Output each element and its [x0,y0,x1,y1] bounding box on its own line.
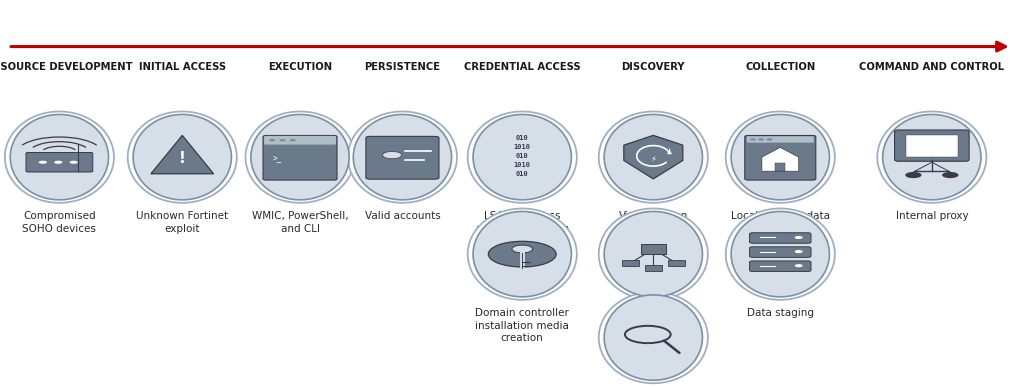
Text: 1010: 1010 [514,162,530,168]
Circle shape [750,138,756,140]
Circle shape [70,161,78,164]
Text: Virtualization
evasion: Virtualization evasion [618,211,688,234]
Circle shape [795,264,803,267]
Circle shape [625,326,671,343]
Text: Internal proxy: Internal proxy [896,211,968,222]
Circle shape [488,241,556,267]
Text: 010: 010 [516,135,528,141]
Text: RESOURCE DEVELOPMENT: RESOURCE DEVELOPMENT [0,62,133,72]
Text: Data staging: Data staging [746,308,814,319]
FancyBboxPatch shape [622,260,639,266]
Ellipse shape [348,111,457,203]
Ellipse shape [604,211,702,297]
Text: COLLECTION: COLLECTION [745,62,815,72]
FancyBboxPatch shape [668,260,685,266]
Ellipse shape [128,111,237,203]
Circle shape [905,172,922,178]
Ellipse shape [599,111,708,203]
FancyBboxPatch shape [263,135,337,180]
Circle shape [290,139,296,141]
Ellipse shape [133,114,231,200]
Ellipse shape [731,114,829,200]
Circle shape [766,138,772,140]
Text: Unknown Fortinet
exploit: Unknown Fortinet exploit [136,211,228,234]
FancyBboxPatch shape [264,136,336,145]
Ellipse shape [726,208,835,300]
Polygon shape [762,147,799,171]
FancyBboxPatch shape [750,247,811,257]
Text: 010: 010 [516,171,528,177]
Text: 1010: 1010 [514,144,530,150]
Ellipse shape [246,111,354,203]
FancyBboxPatch shape [895,130,969,161]
Text: DISCOVERY: DISCOVERY [622,62,685,72]
Circle shape [795,236,803,239]
Ellipse shape [731,211,829,297]
Text: ⚡: ⚡ [650,154,656,163]
Text: EXECUTION: EXECUTION [268,62,332,72]
Circle shape [758,138,764,140]
Circle shape [54,161,62,164]
Circle shape [269,139,275,141]
Text: INITIAL ACCESS: INITIAL ACCESS [138,62,226,72]
FancyBboxPatch shape [750,233,811,243]
Ellipse shape [251,114,349,200]
Ellipse shape [599,292,708,383]
Circle shape [942,172,958,178]
Text: WMIC, PowerShell,
and CLI: WMIC, PowerShell, and CLI [252,211,348,234]
Ellipse shape [5,111,114,203]
FancyBboxPatch shape [744,135,816,180]
Circle shape [280,139,286,141]
FancyBboxPatch shape [906,135,957,158]
Ellipse shape [878,111,986,203]
FancyBboxPatch shape [26,152,93,172]
Text: Remote system
discovery: Remote system discovery [612,308,694,331]
FancyBboxPatch shape [645,265,662,272]
Circle shape [512,245,532,253]
Polygon shape [624,135,683,179]
Text: Valid accounts: Valid accounts [365,211,440,222]
Ellipse shape [599,208,708,300]
Circle shape [39,161,47,164]
Text: LSASS process
memory dumping: LSASS process memory dumping [476,211,568,234]
Text: Compromised
SOHO devices: Compromised SOHO devices [23,211,96,234]
Text: >_: >_ [272,154,282,163]
Text: Local browser data: Local browser data [731,211,829,222]
Ellipse shape [726,111,835,203]
Ellipse shape [473,114,571,200]
Ellipse shape [353,114,452,200]
FancyBboxPatch shape [750,261,811,272]
Text: !: ! [179,151,185,166]
Text: Domain controller
installation media
creation: Domain controller installation media cre… [475,308,569,343]
FancyBboxPatch shape [775,163,785,171]
FancyBboxPatch shape [366,136,439,179]
Ellipse shape [473,211,571,297]
Circle shape [795,250,803,253]
Text: CREDENTIAL ACCESS: CREDENTIAL ACCESS [464,62,581,72]
Ellipse shape [604,295,702,380]
Polygon shape [151,135,214,174]
Text: PERSISTENCE: PERSISTENCE [365,62,440,72]
Ellipse shape [883,114,981,200]
Ellipse shape [604,114,702,200]
Text: COMMAND AND CONTROL: COMMAND AND CONTROL [859,62,1005,72]
Text: 010: 010 [516,153,528,159]
Ellipse shape [468,208,577,300]
FancyBboxPatch shape [641,244,666,254]
FancyBboxPatch shape [746,136,814,143]
Ellipse shape [10,114,109,200]
Circle shape [383,151,401,159]
Ellipse shape [468,111,577,203]
